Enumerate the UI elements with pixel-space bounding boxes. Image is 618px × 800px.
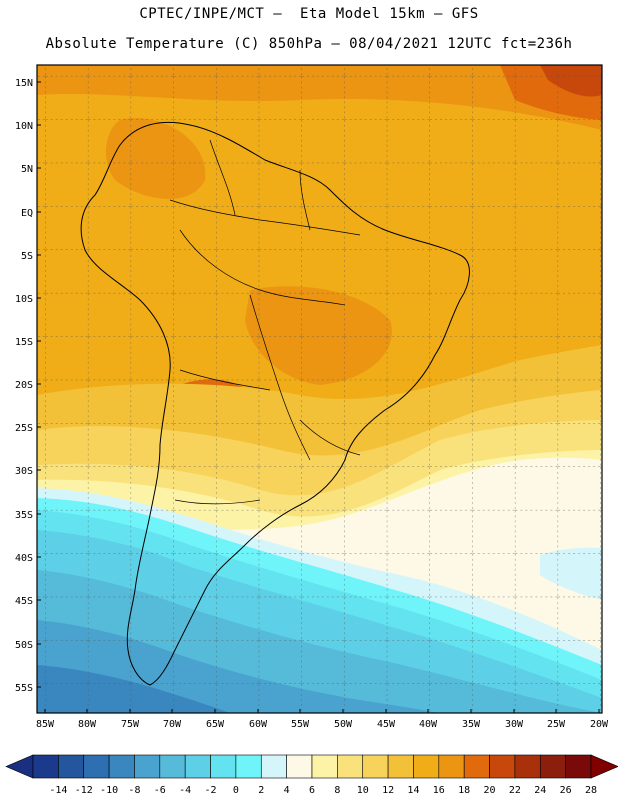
colorbar-tick-label: 2 <box>258 785 264 796</box>
colorbar-tick-label: -6 <box>154 785 166 796</box>
colorbar-swatch <box>489 754 516 779</box>
lon-label: 30W <box>505 719 524 730</box>
map-title-line1: CPTEC/INPE/MCT – Eta Model 15km – GFS <box>139 6 479 22</box>
lat-label: 10N <box>15 121 33 132</box>
lat-label: 5N <box>21 164 33 175</box>
colorbar-tick-labels: -14 -12 -10 -8 -6 -4 -2 0 2 4 6 8 10 12 14 16 18 20 22 24 26… <box>49 785 597 796</box>
colorbar-tick-label: 26 <box>560 785 572 796</box>
colorbar-tick-label: 24 <box>534 785 546 796</box>
colorbar-swatch <box>337 754 364 779</box>
colorbar-tick-label: -10 <box>100 785 118 796</box>
colorbar-tick-label: 10 <box>357 785 369 796</box>
colorbar-tick-label: 22 <box>509 785 521 796</box>
colorbar-tick-label: -8 <box>128 785 140 796</box>
colorbar-tick-label: 8 <box>334 785 340 796</box>
colorbar-under-arrow <box>5 754 34 779</box>
colorbar-swatch <box>210 754 237 779</box>
lon-label: 45W <box>377 719 396 730</box>
colorbar-tick-label: -4 <box>179 785 191 796</box>
colorbar-swatch <box>565 754 592 779</box>
colorbar-swatch <box>286 754 313 779</box>
lon-label: 85W <box>36 719 55 730</box>
colorbar-swatch <box>134 754 161 779</box>
latitude-labels: 15N 10N 5N EQ 5S 10S 15S 20S 25S 30S 35S… <box>15 78 33 694</box>
lon-label: 70W <box>163 719 182 730</box>
lon-label: 40W <box>419 719 438 730</box>
lon-label: 50W <box>334 719 353 730</box>
colorbar-tick-label: 16 <box>433 785 445 796</box>
colorbar-swatch <box>539 754 566 779</box>
colorbar-tick-label: 0 <box>233 785 239 796</box>
colorbar-tick-label: 6 <box>309 785 315 796</box>
coastline <box>80 121 470 686</box>
lon-label: 20W <box>590 719 609 730</box>
longitude-labels: 85W 80W 75W 70W 65W 60W 55W 50W 45W 40W … <box>36 719 609 730</box>
lat-label: 40S <box>15 553 33 564</box>
colorbar-tick-label: -14 <box>49 785 67 796</box>
lon-label: 25W <box>547 719 566 730</box>
colorbar-swatch <box>32 754 59 779</box>
lon-label: 65W <box>206 719 225 730</box>
lat-label: 55S <box>15 683 33 694</box>
lat-label: 35S <box>15 510 33 521</box>
colorbar-over-arrow <box>590 754 618 779</box>
lat-label: 10S <box>15 294 33 305</box>
colorbar-swatch <box>311 754 338 779</box>
colorbar-swatch <box>58 754 85 779</box>
lon-label: 55W <box>291 719 310 730</box>
colorbar-swatch <box>438 754 465 779</box>
colorbar-tick-label: -12 <box>75 785 93 796</box>
lat-label: EQ <box>21 208 33 219</box>
map-title-line2: Absolute Temperature (C) 850hPa – 08/04/… <box>45 36 573 52</box>
colorbar <box>5 754 618 779</box>
colorbar-tick-label: 20 <box>484 785 496 796</box>
plot-frame <box>36 64 603 714</box>
lon-label: 60W <box>249 719 268 730</box>
colorbar-swatch <box>159 754 186 779</box>
colorbar-swatch <box>83 754 110 779</box>
colorbar-swatch <box>235 754 262 779</box>
colorbar-swatch <box>387 754 414 779</box>
lat-label: 15S <box>15 337 33 348</box>
colorbar-swatch <box>463 754 490 779</box>
colorbar-tick-label: -2 <box>205 785 217 796</box>
graticule <box>37 65 602 713</box>
lat-label: 20S <box>15 380 33 391</box>
lat-label: 5S <box>21 251 33 262</box>
lat-label: 45S <box>15 596 33 607</box>
colorbar-tick-label: 4 <box>284 785 290 796</box>
lon-label: 80W <box>78 719 97 730</box>
lon-label: 75W <box>121 719 140 730</box>
colorbar-swatch <box>260 754 287 779</box>
colorbar-swatch <box>184 754 211 779</box>
colorbar-swatch <box>413 754 440 779</box>
colorbar-tick-label: 18 <box>458 785 470 796</box>
lon-label: 35W <box>462 719 481 730</box>
colorbar-swatch <box>362 754 389 779</box>
lat-label: 25S <box>15 423 33 434</box>
colorbar-tick-label: 12 <box>382 785 394 796</box>
lat-label: 50S <box>15 640 33 651</box>
colorbar-swatch <box>514 754 541 779</box>
lat-label: 30S <box>15 466 33 477</box>
lat-label: 15N <box>15 78 33 89</box>
country-borders <box>169 139 361 505</box>
colorbar-tick-label: 28 <box>585 785 597 796</box>
axis-ticks <box>37 81 600 713</box>
colorbar-swatch <box>108 754 135 779</box>
colorbar-tick-label: 14 <box>407 785 419 796</box>
